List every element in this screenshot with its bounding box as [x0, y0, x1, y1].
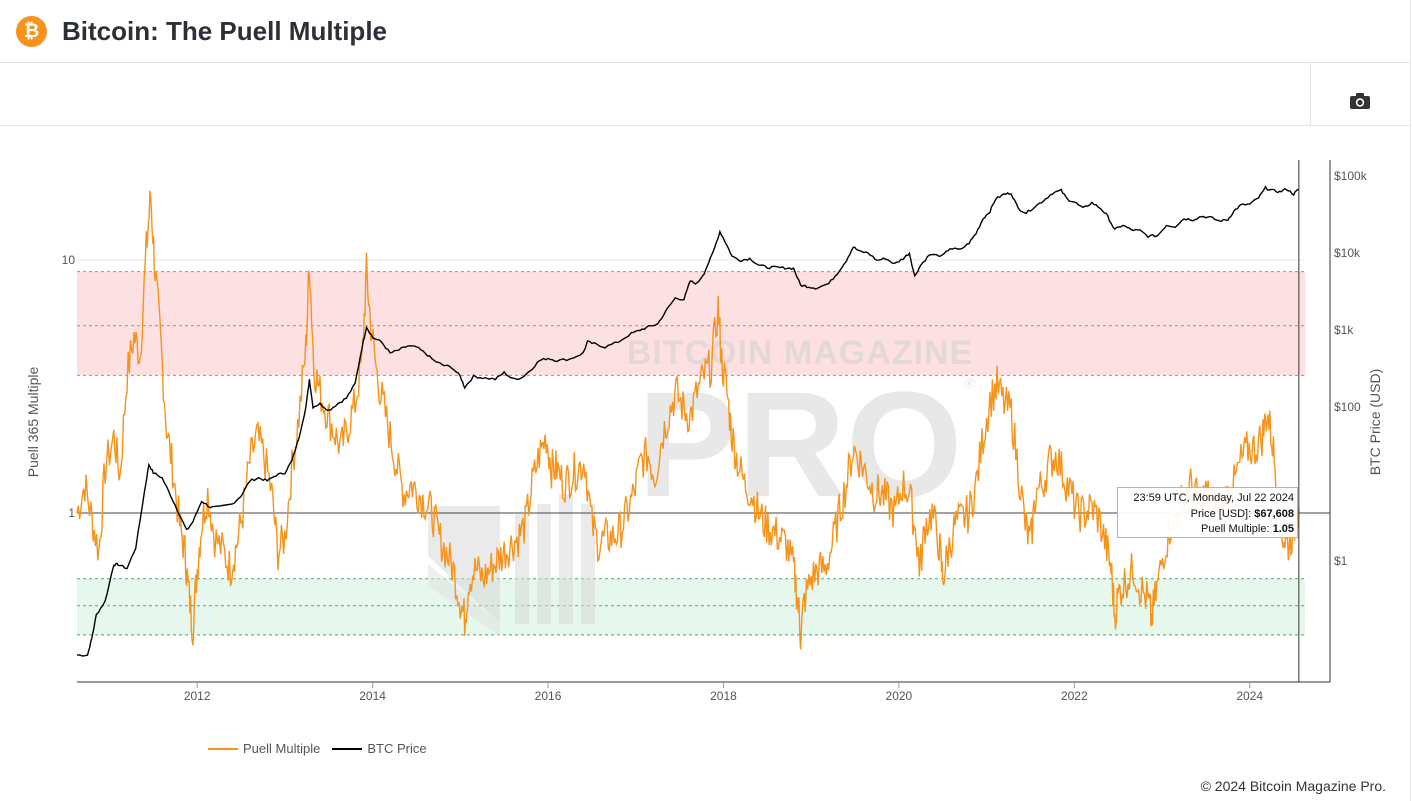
- x-tick-label: 2012: [184, 689, 211, 703]
- green-band: [77, 578, 1305, 635]
- x-tick-label: 2020: [886, 689, 913, 703]
- series-puell-multiple[interactable]: [76, 190, 1300, 650]
- chart-toolbar: [0, 63, 1410, 126]
- legend-label-puell: Puell Multiple: [243, 741, 321, 756]
- series-btc-price[interactable]: [76, 185, 1300, 657]
- tooltip-price-value: $67,608: [1254, 507, 1294, 520]
- legend-item-btc-price[interactable]: BTC Price: [332, 741, 427, 756]
- legend-swatch-puell: [208, 747, 238, 750]
- page-right-border: [1410, 0, 1411, 801]
- watermark-line1: BITCOIN MAGAZINE: [627, 334, 974, 372]
- puell-multiple-chart[interactable]: BITCOIN MAGAZINE PRO ® 2012 2014 2016 2018 2…: [0, 126, 1412, 736]
- camera-icon[interactable]: [1349, 92, 1371, 110]
- red-band: [77, 271, 1305, 376]
- left-axis-ticks: 10 1: [62, 253, 76, 520]
- right-tick-label: $1: [1334, 554, 1348, 568]
- watermark-registered: ®: [965, 375, 976, 391]
- left-tick-label: 10: [62, 253, 76, 267]
- tooltip-puell-row: Puell Multiple: 1.05: [1118, 522, 1294, 538]
- x-tick-label: 2022: [1061, 689, 1088, 703]
- chart-legend: Puell Multiple BTC Price: [208, 741, 439, 756]
- tooltip-puell-label: Puell Multiple:: [1201, 523, 1273, 535]
- right-tick-label: $100: [1334, 400, 1361, 414]
- x-axis-ticks: 2012 2014 2016 2018 2020 2022 2024: [184, 682, 1263, 703]
- tooltip-timestamp: 23:59 UTC, Monday, Jul 22 2024: [1133, 492, 1294, 504]
- right-tick-label: $10k: [1334, 246, 1361, 260]
- bitcoin-logo-icon: ₿: [16, 16, 47, 47]
- watermark-line2: PRO: [637, 360, 962, 528]
- left-axis-title: Puell 365 Multiple: [25, 367, 41, 478]
- x-tick-label: 2018: [710, 689, 737, 703]
- right-tick-label: $1k: [1334, 323, 1354, 337]
- right-axis-ticks: $100k $10k $1k $100 $1: [1334, 169, 1368, 568]
- copyright: © 2024 Bitcoin Magazine Pro.: [1200, 778, 1386, 794]
- legend-label-price: BTC Price: [367, 741, 427, 756]
- right-tick-label: $100k: [1334, 169, 1368, 183]
- band-dashed-lines: [77, 271, 1305, 636]
- legend-item-puell-multiple[interactable]: Puell Multiple: [208, 741, 320, 756]
- x-tick-label: 2016: [535, 689, 562, 703]
- tooltip-puell-value: 1.05: [1272, 523, 1294, 535]
- header: ₿ Bitcoin: The Puell Multiple: [0, 0, 1410, 63]
- page-title: Bitcoin: The Puell Multiple: [62, 16, 387, 46]
- right-axis-title: BTC Price (USD): [1367, 369, 1383, 476]
- hover-tooltip: 23:59 UTC, Monday, Jul 22 2024 Price [US…: [1117, 487, 1298, 538]
- tooltip-price-label: Price [USD]:: [1190, 507, 1255, 520]
- left-tick-label: 1: [68, 506, 75, 520]
- legend-swatch-price: [332, 747, 363, 750]
- x-tick-label: 2024: [1236, 689, 1263, 703]
- tooltip-price-row: Price [USD]: $67,608: [1118, 507, 1294, 523]
- toolbar-divider: [1310, 63, 1311, 125]
- watermark: BITCOIN MAGAZINE PRO ®: [428, 334, 976, 636]
- x-tick-label: 2014: [359, 689, 386, 703]
